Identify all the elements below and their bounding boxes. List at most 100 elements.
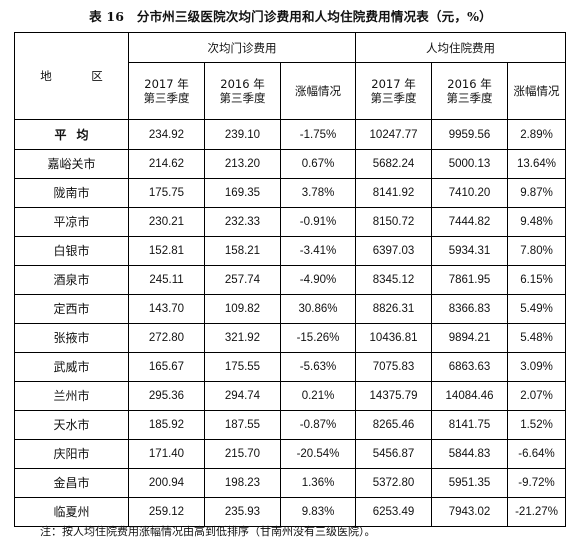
table-row: 张掖市 272.80 321.92 -15.26% 10436.81 9894.… xyxy=(14,323,567,353)
region-cell: 白银市 xyxy=(14,236,129,266)
inpatient-change-cell: 3.09% xyxy=(507,352,567,382)
outpatient-2016-cell: 187.55 xyxy=(204,410,281,440)
outpatient-2017-cell: 234.92 xyxy=(128,119,205,150)
inpatient-change-header: 涨幅情况 xyxy=(507,62,567,120)
outpatient-2016-header: 2016 年第三季度 xyxy=(204,62,281,120)
inpatient-change-cell: 7.80% xyxy=(507,236,567,266)
table-row: 兰州市 295.36 294.74 0.21% 14375.79 14084.4… xyxy=(14,381,567,411)
inpatient-2016-cell: 5951.35 xyxy=(431,468,509,498)
outpatient-change-header: 涨幅情况 xyxy=(279,62,357,120)
outpatient-change-cell: -3.41% xyxy=(279,236,357,266)
outpatient-2016-cell: 158.21 xyxy=(204,236,281,266)
outpatient-2017-cell: 143.70 xyxy=(128,294,205,324)
inpatient-2017-cell: 8345.12 xyxy=(355,265,433,295)
inpatient-2016-cell: 7943.02 xyxy=(431,497,509,527)
outpatient-2017-cell: 295.36 xyxy=(128,381,205,411)
outpatient-2016-cell: 175.55 xyxy=(204,352,281,382)
table-title: 表 16 分市州三级医院次均门诊费用和人均住院费用情况表（元，%） xyxy=(89,9,492,24)
table-row: 酒泉市 245.11 257.74 -4.90% 8345.12 7861.95… xyxy=(14,265,567,295)
outpatient-change-cell: -1.75% xyxy=(279,119,357,150)
outpatient-change-cell: 30.86% xyxy=(279,294,357,324)
outpatient-2017-header: 2017 年第三季度 xyxy=(128,62,205,120)
inpatient-2017-cell: 8265.46 xyxy=(355,410,433,440)
outpatient-2016-cell: 294.74 xyxy=(204,381,281,411)
inpatient-2016-cell: 7410.20 xyxy=(431,178,509,208)
inpatient-change-cell: 5.48% xyxy=(507,323,567,353)
outpatient-2016-cell: 169.35 xyxy=(204,178,281,208)
inpatient-2017-cell: 8150.72 xyxy=(355,207,433,237)
outpatient-2017-cell: 175.75 xyxy=(128,178,205,208)
outpatient-2016-cell: 239.10 xyxy=(204,119,281,150)
inpatient-2017-cell: 5456.87 xyxy=(355,439,433,469)
region-cell: 陇南市 xyxy=(14,178,129,208)
table-footnote: 注：按人均住院费用涨幅情况由高到低排序（甘南州没有三级医院）。 xyxy=(40,525,376,538)
outpatient-2016-cell: 198.23 xyxy=(204,468,281,498)
table-body: 平均 234.92 239.10 -1.75% 10247.77 9959.56… xyxy=(14,119,567,527)
outpatient-2017-cell: 214.62 xyxy=(128,149,205,179)
region-cell: 天水市 xyxy=(14,410,129,440)
inpatient-2017-cell: 8141.92 xyxy=(355,178,433,208)
inpatient-2017-cell: 5682.24 xyxy=(355,149,433,179)
outpatient-2017-cell: 171.40 xyxy=(128,439,205,469)
region-header: 地 区 xyxy=(14,32,129,120)
region-cell: 金昌市 xyxy=(14,468,129,498)
outpatient-2017-cell: 245.11 xyxy=(128,265,205,295)
region-cell: 平均 xyxy=(14,119,129,150)
region-cell: 嘉峪关市 xyxy=(14,149,129,179)
region-cell: 庆阳市 xyxy=(14,439,129,469)
outpatient-2017-cell: 230.21 xyxy=(128,207,205,237)
outpatient-group-header: 次均门诊费用 xyxy=(127,32,357,63)
outpatient-change-cell: 1.36% xyxy=(279,468,357,498)
outpatient-2017-cell: 185.92 xyxy=(128,410,205,440)
table-row: 陇南市 175.75 169.35 3.78% 8141.92 7410.20 … xyxy=(14,178,567,208)
outpatient-change-cell: -4.90% xyxy=(279,265,357,295)
outpatient-change-cell: -0.87% xyxy=(279,410,357,440)
outpatient-2016-cell: 257.74 xyxy=(204,265,281,295)
inpatient-2016-cell: 5844.83 xyxy=(431,439,509,469)
inpatient-2016-cell: 5000.13 xyxy=(431,149,509,179)
inpatient-2016-cell: 14084.46 xyxy=(431,381,509,411)
table-row: 定西市 143.70 109.82 30.86% 8826.31 8366.83… xyxy=(14,294,567,324)
table-row: 武威市 165.67 175.55 -5.63% 7075.83 6863.63… xyxy=(14,352,567,382)
inpatient-change-cell: -9.72% xyxy=(507,468,567,498)
region-cell: 武威市 xyxy=(14,352,129,382)
region-cell: 酒泉市 xyxy=(14,265,129,295)
table-row: 金昌市 200.94 198.23 1.36% 5372.80 5951.35 … xyxy=(14,468,567,498)
inpatient-2016-cell: 9894.21 xyxy=(431,323,509,353)
inpatient-2016-cell: 6863.63 xyxy=(431,352,509,382)
inpatient-change-cell: -21.27% xyxy=(507,497,567,527)
table-row: 庆阳市 171.40 215.70 -20.54% 5456.87 5844.8… xyxy=(14,439,567,469)
inpatient-2017-cell: 5372.80 xyxy=(355,468,433,498)
inpatient-2016-cell: 7444.82 xyxy=(431,207,509,237)
inpatient-change-cell: -6.64% xyxy=(507,439,567,469)
inpatient-2016-cell: 5934.31 xyxy=(431,236,509,266)
inpatient-change-cell: 5.49% xyxy=(507,294,567,324)
outpatient-2016-cell: 213.20 xyxy=(204,149,281,179)
table-row: 白银市 152.81 158.21 -3.41% 6397.03 5934.31… xyxy=(14,236,567,266)
inpatient-2017-cell: 10436.81 xyxy=(355,323,433,353)
statistics-table: 地 区 次均门诊费用 人均住院费用 2017 年第三季度 2016 年第三季度 … xyxy=(14,32,567,527)
inpatient-2017-cell: 8826.31 xyxy=(355,294,433,324)
inpatient-change-cell: 2.07% xyxy=(507,381,567,411)
inpatient-2016-cell: 7861.95 xyxy=(431,265,509,295)
region-cell: 平凉市 xyxy=(14,207,129,237)
outpatient-2017-cell: 165.67 xyxy=(128,352,205,382)
outpatient-change-cell: -15.26% xyxy=(279,323,357,353)
inpatient-change-cell: 2.89% xyxy=(507,119,567,150)
outpatient-2016-cell: 232.33 xyxy=(204,207,281,237)
inpatient-group-header: 人均住院费用 xyxy=(355,32,567,63)
inpatient-change-cell: 6.15% xyxy=(507,265,567,295)
inpatient-change-cell: 9.87% xyxy=(507,178,567,208)
inpatient-2016-cell: 9959.56 xyxy=(431,119,509,150)
inpatient-2017-cell: 10247.77 xyxy=(355,119,433,150)
inpatient-change-cell: 1.52% xyxy=(507,410,567,440)
region-cell: 临夏州 xyxy=(14,497,129,527)
table-row: 平均 234.92 239.10 -1.75% 10247.77 9959.56… xyxy=(14,119,567,150)
inpatient-change-cell: 13.64% xyxy=(507,149,567,179)
outpatient-change-cell: 0.21% xyxy=(279,381,357,411)
inpatient-2017-cell: 14375.79 xyxy=(355,381,433,411)
outpatient-2016-cell: 109.82 xyxy=(204,294,281,324)
outpatient-change-cell: 0.67% xyxy=(279,149,357,179)
inpatient-2017-cell: 7075.83 xyxy=(355,352,433,382)
table-row: 平凉市 230.21 232.33 -0.91% 8150.72 7444.82… xyxy=(14,207,567,237)
